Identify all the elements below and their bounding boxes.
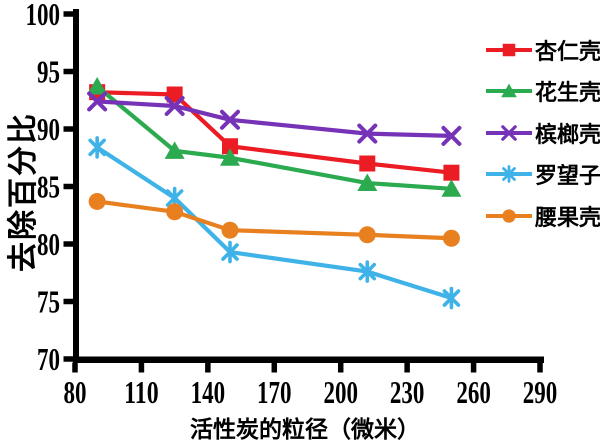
y-tick-label: 90 bbox=[37, 111, 60, 147]
x-axis-tick bbox=[404, 362, 410, 373]
series-asterisk bbox=[88, 136, 461, 310]
y-axis-tick bbox=[63, 298, 74, 305]
data-point-asterisk bbox=[502, 165, 516, 184]
data-point-circle bbox=[88, 192, 106, 210]
series-square bbox=[89, 84, 460, 181]
legend-marker-square-icon bbox=[486, 43, 532, 56]
y-axis-tick bbox=[63, 183, 74, 190]
data-point-circle bbox=[358, 226, 376, 244]
x-axis-tick bbox=[138, 362, 145, 373]
series-x bbox=[87, 91, 462, 146]
x-axis-tick bbox=[537, 362, 543, 373]
legend-label: 槟榔壳 bbox=[535, 121, 600, 147]
data-point-x bbox=[441, 125, 462, 146]
data-point-square bbox=[502, 43, 516, 56]
y-tick-label: 95 bbox=[37, 54, 60, 90]
y-tick-label: 85 bbox=[37, 169, 60, 205]
legend-marker-x-icon bbox=[486, 124, 532, 141]
y-axis-title: 去除百分比 bbox=[7, 112, 40, 272]
data-point-circle bbox=[221, 221, 239, 239]
data-point-x bbox=[501, 124, 517, 141]
y-tick-label: 70 bbox=[37, 341, 60, 377]
x-axis-tick bbox=[337, 362, 344, 373]
y-axis-tick bbox=[63, 68, 74, 75]
data-point-x bbox=[87, 91, 108, 112]
x-tick-label: 110 bbox=[124, 374, 159, 410]
data-point-x bbox=[220, 109, 240, 130]
y-axis-line bbox=[73, 9, 79, 363]
legend-label: 腰果壳 bbox=[535, 204, 600, 230]
data-point-triangle bbox=[164, 141, 185, 159]
data-point-circle bbox=[502, 209, 516, 223]
x-tick-label: 200 bbox=[323, 374, 358, 410]
x-tick-label: 140 bbox=[191, 374, 226, 410]
x-axis-line bbox=[73, 356, 544, 363]
legend-item-betelnut-shell: 槟榔壳 bbox=[486, 112, 600, 154]
y-tick-label: 100 bbox=[26, 0, 61, 32]
legend-item-peanut-shell: 花生壳 bbox=[486, 71, 600, 113]
legend-marker-circle-icon bbox=[486, 209, 532, 223]
x-axis-title: 活性炭的粒径（微米） bbox=[190, 416, 420, 440]
y-tick-label: 80 bbox=[37, 226, 60, 262]
y-axis-tick bbox=[63, 126, 74, 132]
data-point-triangle bbox=[501, 83, 517, 98]
x-tick-label: 260 bbox=[456, 374, 491, 410]
legend-label: 罗望子 bbox=[535, 163, 600, 189]
data-point-circle bbox=[442, 229, 460, 247]
series-triangle bbox=[87, 76, 462, 197]
legend: 杏仁壳 花生壳 槟榔壳 罗望子 腰果壳 bbox=[486, 29, 600, 237]
y-axis-tick bbox=[63, 241, 74, 247]
data-point-triangle bbox=[220, 148, 240, 166]
data-point-triangle bbox=[441, 179, 462, 197]
x-tick-label: 170 bbox=[257, 374, 292, 410]
x-tick-label: 230 bbox=[390, 374, 425, 410]
data-point-square bbox=[443, 164, 460, 181]
data-point-x bbox=[164, 96, 185, 116]
series-line bbox=[95, 145, 453, 301]
legend-label: 杏仁壳 bbox=[535, 38, 600, 64]
data-point-asterisk bbox=[88, 136, 106, 159]
data-point-asterisk bbox=[221, 240, 239, 264]
x-axis-tick bbox=[205, 362, 211, 373]
x-axis-tick bbox=[72, 362, 78, 373]
data-point-x bbox=[357, 123, 378, 144]
series-line bbox=[96, 199, 452, 241]
data-point-square bbox=[359, 155, 376, 172]
data-point-square bbox=[166, 86, 183, 103]
series-line bbox=[95, 84, 452, 191]
y-tick-label: 75 bbox=[37, 284, 60, 320]
data-point-triangle bbox=[87, 76, 108, 95]
data-point-circle bbox=[166, 203, 184, 221]
legend-marker-asterisk-icon bbox=[486, 165, 532, 184]
legend-item-cashew-shell: 腰果壳 bbox=[486, 195, 600, 237]
x-axis-tick bbox=[470, 362, 477, 373]
y-axis-tick bbox=[63, 356, 74, 362]
x-tick-label: 290 bbox=[523, 374, 558, 410]
legend-item-tamarind: 罗望子 bbox=[486, 154, 600, 196]
data-point-asterisk bbox=[358, 260, 377, 283]
legend-label: 花生壳 bbox=[535, 80, 600, 106]
y-axis-tick bbox=[63, 11, 74, 17]
series-circle bbox=[88, 192, 460, 247]
data-point-asterisk bbox=[442, 286, 461, 310]
data-point-triangle bbox=[357, 173, 378, 192]
x-axis-tick bbox=[271, 362, 278, 373]
legend-item-almond-shell: 杏仁壳 bbox=[486, 29, 600, 71]
x-tick-label: 80 bbox=[64, 374, 87, 410]
legend-marker-triangle-icon bbox=[486, 83, 532, 98]
data-point-square bbox=[222, 138, 238, 155]
